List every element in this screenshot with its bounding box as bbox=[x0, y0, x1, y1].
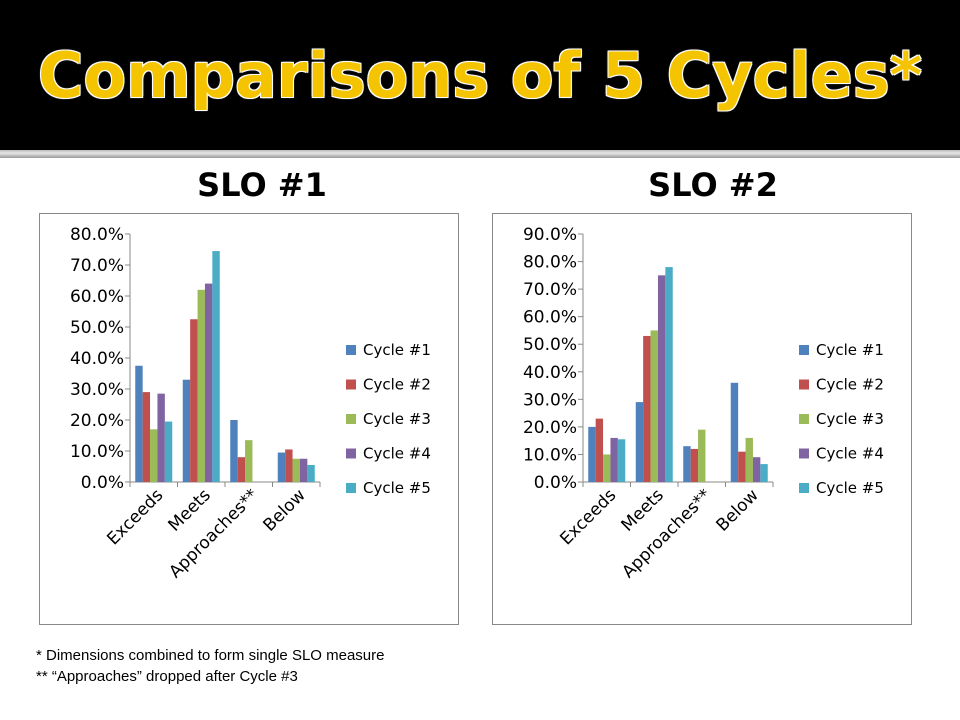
chart-heading-slo2: SLO #2 bbox=[648, 166, 778, 204]
bar bbox=[157, 393, 165, 482]
bar bbox=[164, 421, 173, 482]
bar bbox=[610, 437, 618, 482]
legend-swatch bbox=[799, 414, 809, 424]
y-tick-label: 10.0% bbox=[70, 442, 124, 462]
legend-swatch bbox=[346, 379, 356, 390]
bar bbox=[752, 457, 761, 482]
legend-swatch bbox=[346, 345, 356, 355]
bar bbox=[142, 392, 151, 482]
bar bbox=[603, 454, 611, 482]
y-tick-label: 20.0% bbox=[523, 418, 577, 438]
bar bbox=[588, 426, 596, 482]
bar bbox=[617, 439, 626, 482]
bar bbox=[690, 448, 699, 482]
y-tick-label: 10.0% bbox=[523, 445, 577, 465]
legend-label: Cycle #3 bbox=[363, 410, 431, 428]
bar bbox=[683, 446, 691, 482]
legend-swatch bbox=[799, 483, 809, 493]
y-tick-label: 30.0% bbox=[70, 380, 124, 400]
footnote-2: ** “Approaches” dropped after Cycle #3 bbox=[36, 668, 298, 685]
y-tick-label: 60.0% bbox=[523, 308, 577, 328]
bar bbox=[595, 418, 604, 482]
bar bbox=[657, 275, 666, 482]
bar bbox=[237, 457, 246, 482]
footnote-1: * Dimensions combined to form single SLO… bbox=[36, 647, 385, 664]
bar bbox=[635, 402, 644, 482]
bar bbox=[150, 429, 158, 482]
legend-label: Cycle #3 bbox=[816, 410, 884, 428]
y-tick-label: 40.0% bbox=[523, 363, 577, 383]
bar bbox=[285, 449, 293, 482]
y-tick-label: 0.0% bbox=[534, 473, 577, 493]
legend-label: Cycle #2 bbox=[363, 376, 431, 394]
y-tick-label: 50.0% bbox=[523, 335, 577, 355]
legend-label: Cycle #5 bbox=[816, 479, 884, 497]
chart-slo2-svg: 0.0% 10.0% 20.0% 30.0% 40.0% 50.0% 60.0% 70.0% 8… bbox=[523, 225, 884, 582]
y-tick-label: 50.0% bbox=[70, 318, 124, 338]
x-category-label: Exceeds bbox=[103, 485, 167, 549]
title-band: Comparisons of 5 Cycles* bbox=[0, 0, 960, 150]
legend-swatch bbox=[346, 448, 356, 459]
x-category-label: Below bbox=[712, 485, 762, 535]
legend-swatch bbox=[346, 414, 356, 424]
bar bbox=[643, 335, 651, 482]
bar bbox=[135, 365, 143, 482]
bar bbox=[698, 429, 706, 482]
bar bbox=[745, 437, 753, 482]
y-tick-label: 60.0% bbox=[70, 287, 124, 307]
title-divider bbox=[0, 150, 960, 158]
bar bbox=[230, 420, 238, 482]
x-category-label: Below bbox=[259, 485, 309, 535]
bar bbox=[182, 379, 191, 482]
chart-slo1-svg: 0.0% 10.0% 20.0% 30.0% 40.0% 50.0% 60.0% 70.0% 8… bbox=[70, 225, 431, 582]
legend-label: Cycle #5 bbox=[363, 479, 431, 497]
legend-label: Cycle #1 bbox=[363, 341, 431, 359]
legend-swatch bbox=[799, 448, 809, 459]
y-tick-label: 40.0% bbox=[70, 349, 124, 369]
y-tick-label: 30.0% bbox=[523, 390, 577, 410]
bar bbox=[738, 451, 746, 482]
x-category-label: Exceeds bbox=[556, 485, 620, 549]
bar bbox=[650, 330, 658, 482]
bar bbox=[299, 458, 308, 482]
y-tick-label: 90.0% bbox=[523, 225, 577, 245]
bar bbox=[204, 283, 213, 482]
y-tick-label: 0.0% bbox=[81, 473, 124, 493]
bar bbox=[307, 464, 315, 482]
legend-label: Cycle #4 bbox=[363, 445, 431, 463]
bar bbox=[277, 452, 286, 482]
legend-swatch bbox=[346, 483, 356, 493]
chart-slo1: 0.0% 10.0% 20.0% 30.0% 40.0% 50.0% 60.0% 70.0% 8… bbox=[39, 213, 459, 625]
bar bbox=[730, 382, 739, 482]
y-tick-label: 20.0% bbox=[70, 411, 124, 431]
bar bbox=[197, 289, 205, 482]
y-tick-label: 80.0% bbox=[70, 225, 124, 245]
legend-swatch bbox=[799, 379, 809, 390]
slide-title: Comparisons of 5 Cycles* bbox=[37, 38, 923, 112]
slide-content: SLO #1 SLO #2 0.0% 10.0% 20.0% 30.0% 40.0% 50… bbox=[0, 158, 960, 720]
chart-heading-slo1: SLO #1 bbox=[197, 166, 327, 204]
bar bbox=[212, 251, 220, 482]
legend-label: Cycle #4 bbox=[816, 445, 884, 463]
y-tick-label: 70.0% bbox=[70, 256, 124, 276]
y-tick-label: 80.0% bbox=[523, 253, 577, 273]
legend-label: Cycle #1 bbox=[816, 341, 884, 359]
legend-label: Cycle #2 bbox=[816, 376, 884, 394]
chart-slo2: 0.0% 10.0% 20.0% 30.0% 40.0% 50.0% 60.0% 70.0% 8… bbox=[492, 213, 912, 625]
bar bbox=[292, 458, 300, 482]
bar bbox=[760, 464, 768, 482]
bar bbox=[190, 319, 198, 482]
bar bbox=[245, 440, 253, 482]
bar bbox=[665, 267, 673, 482]
legend-swatch bbox=[799, 345, 809, 355]
y-tick-label: 70.0% bbox=[523, 280, 577, 300]
